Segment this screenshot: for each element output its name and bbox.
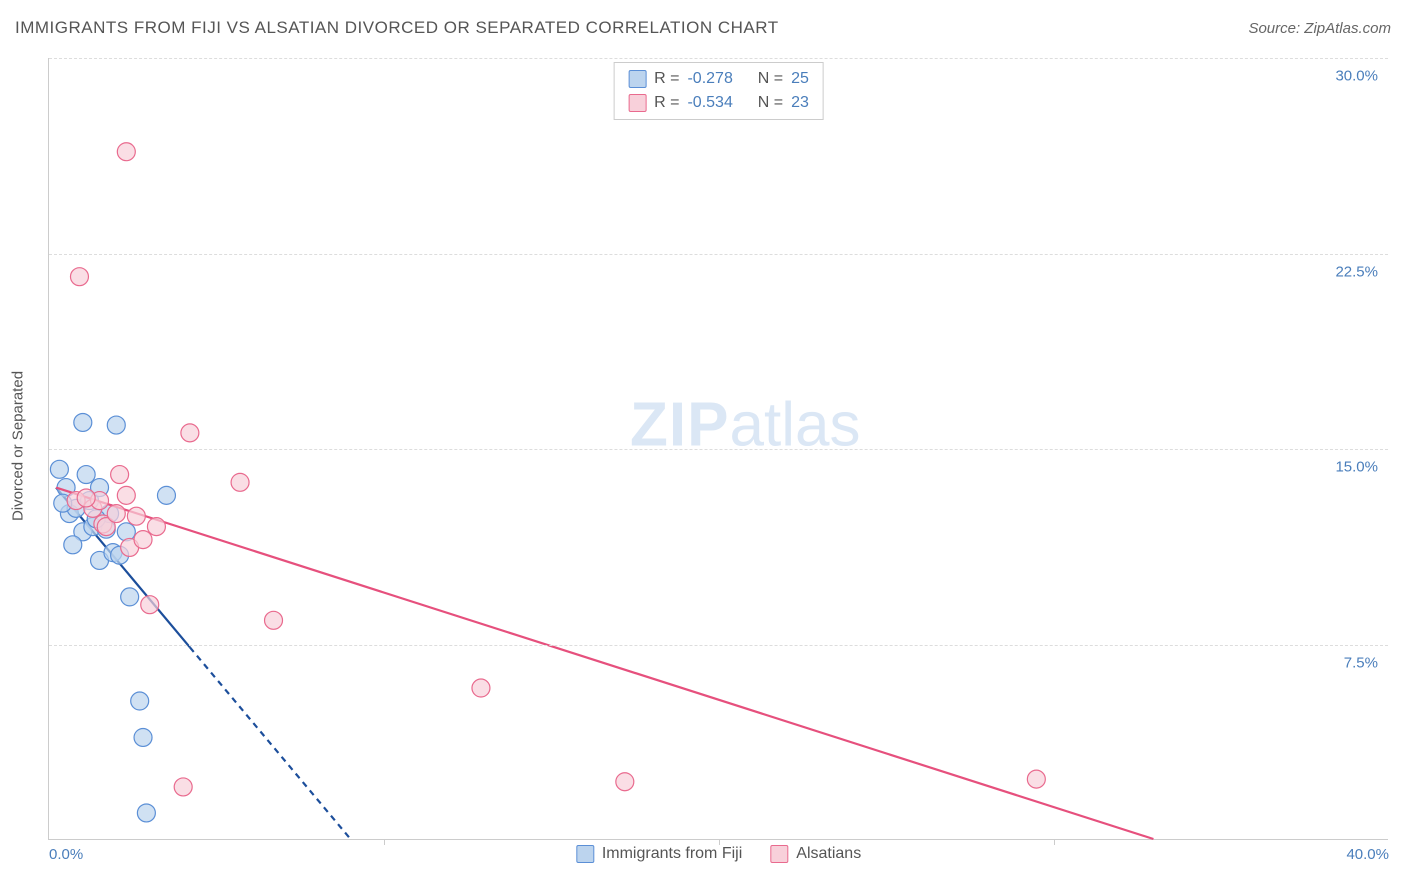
legend-row: R = -0.278 N = 25 — [628, 67, 809, 91]
legend-r-label: R = — [654, 67, 679, 91]
data-point — [117, 523, 135, 541]
x-tick-mark — [384, 839, 385, 845]
data-point — [134, 728, 152, 746]
data-point — [117, 486, 135, 504]
data-point — [64, 536, 82, 554]
data-point — [1027, 770, 1045, 788]
legend-label-0: Immigrants from Fiji — [602, 845, 742, 863]
legend-n-label: N = — [758, 91, 783, 115]
x-tick-label: 0.0% — [49, 846, 83, 863]
plot-area: ZIPatlas R = -0.278 N = 25 R = -0.534 N … — [48, 58, 1388, 840]
swatch-series-1 — [628, 94, 646, 112]
data-point — [231, 473, 249, 491]
data-point — [174, 778, 192, 796]
x-tick-mark — [719, 839, 720, 845]
chart-source: Source: ZipAtlas.com — [1248, 20, 1391, 37]
legend-correlation: R = -0.278 N = 25 R = -0.534 N = 23 — [613, 62, 824, 120]
data-point — [107, 505, 125, 523]
legend-series: Immigrants from Fiji Alsatians — [576, 845, 861, 863]
data-point — [117, 143, 135, 161]
swatch-series-0 — [576, 845, 594, 863]
regression-line — [56, 488, 1153, 839]
data-point — [50, 460, 68, 478]
gridline — [49, 254, 1388, 255]
legend-r-value-0: -0.278 — [687, 67, 732, 91]
data-point — [77, 489, 95, 507]
data-point — [472, 679, 490, 697]
data-point — [134, 531, 152, 549]
legend-item: Immigrants from Fiji — [576, 845, 742, 863]
data-point — [157, 486, 175, 504]
data-point — [181, 424, 199, 442]
data-point — [70, 268, 88, 286]
data-point — [107, 416, 125, 434]
data-point — [616, 773, 634, 791]
header: IMMIGRANTS FROM FIJI VS ALSATIAN DIVORCE… — [15, 18, 1391, 38]
data-point — [147, 518, 165, 536]
legend-n-value-0: 25 — [791, 67, 809, 91]
gridline — [49, 58, 1388, 59]
y-axis-label: Divorced or Separated — [10, 371, 27, 521]
legend-r-value-1: -0.534 — [687, 91, 732, 115]
x-tick-mark — [1054, 839, 1055, 845]
swatch-series-0 — [628, 70, 646, 88]
data-point — [131, 692, 149, 710]
legend-n-value-1: 23 — [791, 91, 809, 115]
gridline — [49, 645, 1388, 646]
data-point — [121, 588, 139, 606]
data-point — [127, 507, 145, 525]
swatch-series-1 — [770, 845, 788, 863]
legend-item: Alsatians — [770, 845, 861, 863]
y-tick-label: 30.0% — [1335, 68, 1378, 85]
x-tick-label: 40.0% — [1346, 846, 1389, 863]
legend-label-1: Alsatians — [796, 845, 861, 863]
chart-title: IMMIGRANTS FROM FIJI VS ALSATIAN DIVORCE… — [15, 18, 779, 38]
y-tick-label: 22.5% — [1335, 263, 1378, 280]
gridline — [49, 449, 1388, 450]
legend-r-label: R = — [654, 91, 679, 115]
data-point — [265, 611, 283, 629]
legend-row: R = -0.534 N = 23 — [628, 91, 809, 115]
data-point — [111, 466, 129, 484]
y-tick-label: 15.0% — [1335, 459, 1378, 476]
data-point — [137, 804, 155, 822]
data-point — [141, 596, 159, 614]
legend-n-label: N = — [758, 67, 783, 91]
regression-line — [190, 647, 351, 839]
data-point — [77, 466, 95, 484]
data-point — [74, 413, 92, 431]
y-tick-label: 7.5% — [1344, 654, 1378, 671]
